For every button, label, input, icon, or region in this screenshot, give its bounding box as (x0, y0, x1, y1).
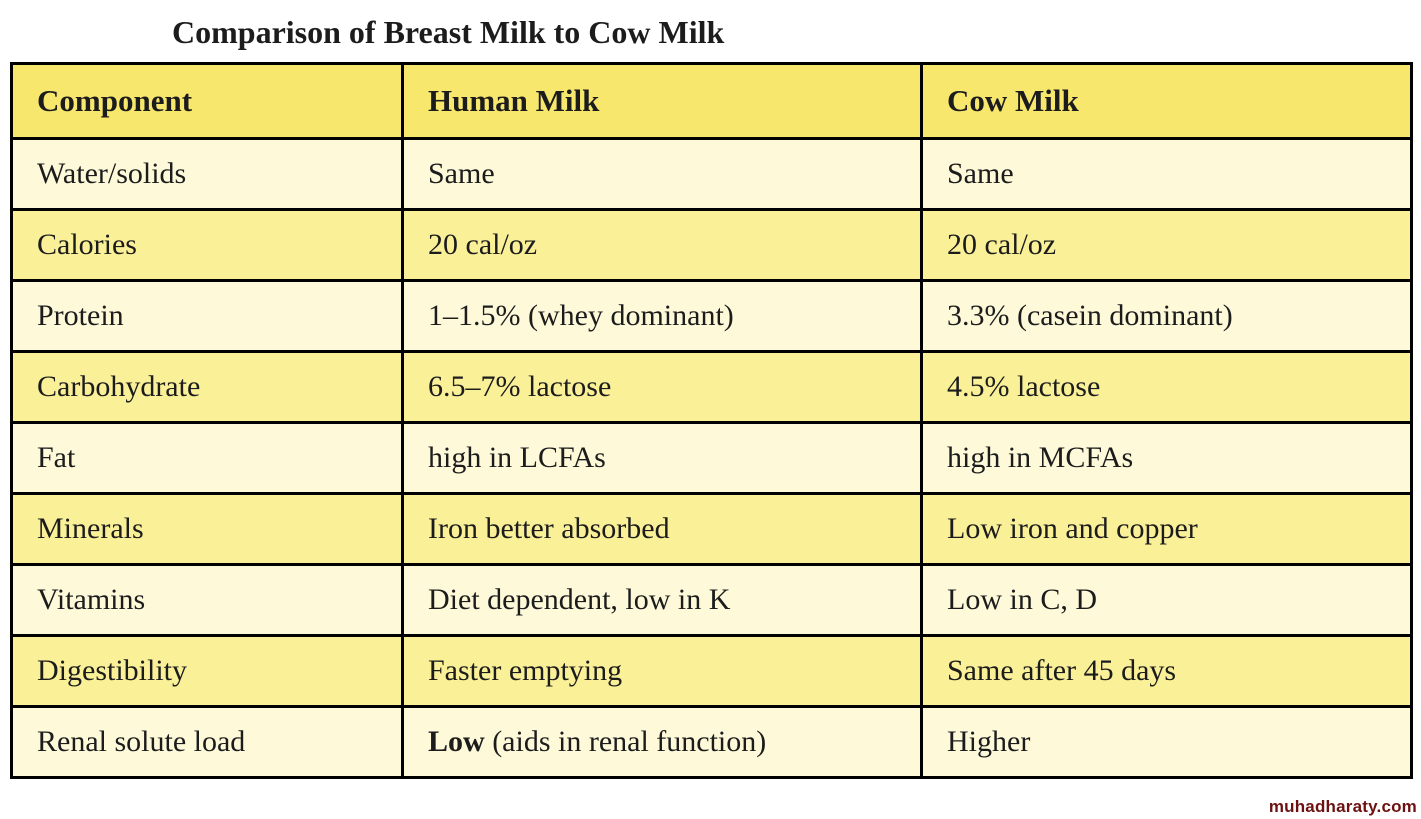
cell-component: Carbohydrate (10, 350, 404, 424)
table-row: Vitamins Diet dependent, low in K Low in C… (10, 563, 1413, 637)
cell-component: Digestibility (10, 634, 404, 708)
cell-component: Water/solids (10, 137, 404, 211)
cell-human-milk: 6.5–7% lactose (401, 350, 923, 424)
cell-component: Renal solute load (10, 705, 404, 779)
table-row: Renal solute load Low (aids in renal func… (10, 705, 1413, 779)
cell-cow-milk: Higher (920, 705, 1413, 779)
cell-component: Protein (10, 279, 404, 353)
header-row: Component Human Milk Cow Milk (10, 62, 1413, 140)
cell-cow-milk: Low in C, D (920, 563, 1413, 637)
table-row: Minerals Iron better absorbed Low iron and… (10, 492, 1413, 566)
cell-component: Vitamins (10, 563, 404, 637)
cell-human-milk: Low (aids in renal function) (401, 705, 923, 779)
cell-human-milk: Iron better absorbed (401, 492, 923, 566)
cell-human-milk: Diet dependent, low in K (401, 563, 923, 637)
column-header-component: Component (10, 62, 404, 140)
cell-component: Minerals (10, 492, 404, 566)
table-row: Digestibility Faster emptying Same after 4… (10, 634, 1413, 708)
cell-human-milk: 1–1.5% (whey dominant) (401, 279, 923, 353)
cell-human-milk: Faster emptying (401, 634, 923, 708)
cell-cow-milk: 4.5% lactose (920, 350, 1413, 424)
table-body: Water/solids Same Same Calories 20 cal/oz 20 … (10, 137, 1413, 779)
table-row: Calories 20 cal/oz 20 cal/oz (10, 208, 1413, 282)
table-row: Carbohydrate 6.5–7% lactose 4.5% lactose (10, 350, 1413, 424)
page-title: Comparison of Breast Milk to Cow Milk (172, 14, 725, 50)
cell-component: Calories (10, 208, 404, 282)
cell-component: Fat (10, 421, 404, 495)
column-header-cow-milk: Cow Milk (920, 62, 1413, 140)
column-header-human-milk: Human Milk (401, 62, 923, 140)
milk-comparison-table: Component Human Milk Cow Milk Water/soli… (10, 62, 1413, 779)
cell-human-milk: 20 cal/oz (401, 208, 923, 282)
cell-human-milk: high in LCFAs (401, 421, 923, 495)
cell-cow-milk: Same (920, 137, 1413, 211)
table-row: Fat high in LCFAs high in MCFAs (10, 421, 1413, 495)
table-row: Water/solids Same Same (10, 137, 1413, 211)
watermark: muhadharaty.com (1268, 797, 1417, 816)
cell-cow-milk: 20 cal/oz (920, 208, 1413, 282)
cell-human-milk: Same (401, 137, 923, 211)
cell-cow-milk: Same after 45 days (920, 634, 1413, 708)
table-row: Protein 1–1.5% (whey dominant) 3.3% (casei… (10, 279, 1413, 353)
cell-cow-milk: high in MCFAs (920, 421, 1413, 495)
cell-cow-milk: Low iron and copper (920, 492, 1413, 566)
cell-cow-milk: 3.3% (casein dominant) (920, 279, 1413, 353)
